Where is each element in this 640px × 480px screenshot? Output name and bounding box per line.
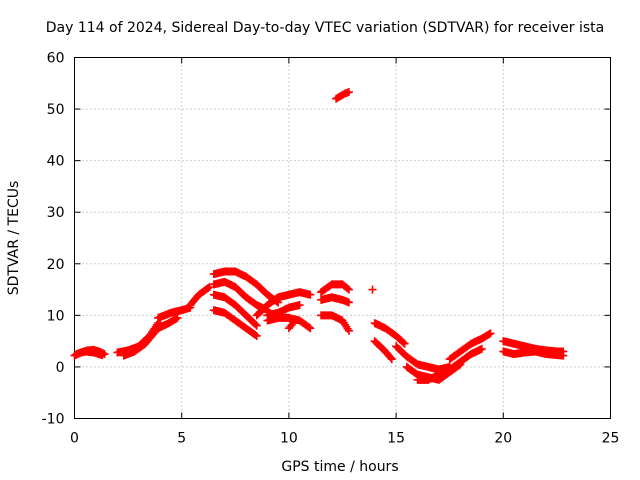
y-tick-label: 40 — [47, 154, 65, 170]
data-point — [344, 88, 353, 97]
data-point — [399, 338, 408, 347]
data-point — [252, 321, 261, 330]
y-tick-label: 0 — [56, 360, 65, 376]
data-point — [98, 351, 107, 360]
x-tick-label: 10 — [280, 431, 298, 447]
data-point — [289, 319, 298, 328]
data-point — [344, 285, 353, 294]
chart-title: Day 114 of 2024, Sidereal Day-to-day VTE… — [46, 20, 604, 36]
data-point — [400, 339, 409, 348]
y-tick-label: 20 — [47, 257, 65, 273]
y-tick-label: 60 — [47, 51, 65, 67]
x-tick-label: 15 — [387, 431, 405, 447]
data-point — [204, 283, 213, 292]
x-axis-label: GPS time / hours — [281, 459, 398, 475]
data-point — [368, 285, 377, 294]
data-point — [251, 331, 260, 340]
data-point — [306, 290, 315, 299]
data-point — [559, 351, 568, 360]
data-point — [205, 282, 214, 291]
data-point — [251, 320, 260, 329]
axis-ticks: 0 5 10 15 20 25 -10 0 10 20 30 40 50 60 — [42, 51, 620, 447]
x-tick-label: 20 — [494, 431, 512, 447]
y-tick-label: -10 — [42, 412, 65, 428]
x-tick-label: 25 — [602, 431, 620, 447]
y-tick-label: 10 — [47, 308, 65, 324]
data-point — [305, 323, 313, 332]
data-point — [344, 298, 353, 307]
data-point — [344, 326, 353, 335]
data-point — [287, 320, 296, 329]
grid-lines — [74, 57, 611, 419]
x-tick-label: 0 — [70, 431, 79, 447]
data-point — [252, 331, 261, 340]
data-point — [343, 284, 352, 293]
data-point — [486, 329, 495, 338]
y-tick-label: 30 — [47, 205, 65, 221]
data-point — [477, 344, 486, 353]
y-tick-label: 50 — [47, 102, 65, 118]
data-point — [306, 324, 315, 333]
data-point — [386, 353, 395, 362]
data-points — [70, 88, 568, 384]
data-point — [295, 301, 304, 310]
x-tick-label: 5 — [177, 431, 186, 447]
plot-frame — [74, 57, 611, 419]
data-point — [173, 313, 182, 322]
data-point — [150, 328, 159, 337]
data-point — [387, 355, 396, 364]
y-axis-label: SDTVAR / TECUs — [6, 181, 22, 296]
